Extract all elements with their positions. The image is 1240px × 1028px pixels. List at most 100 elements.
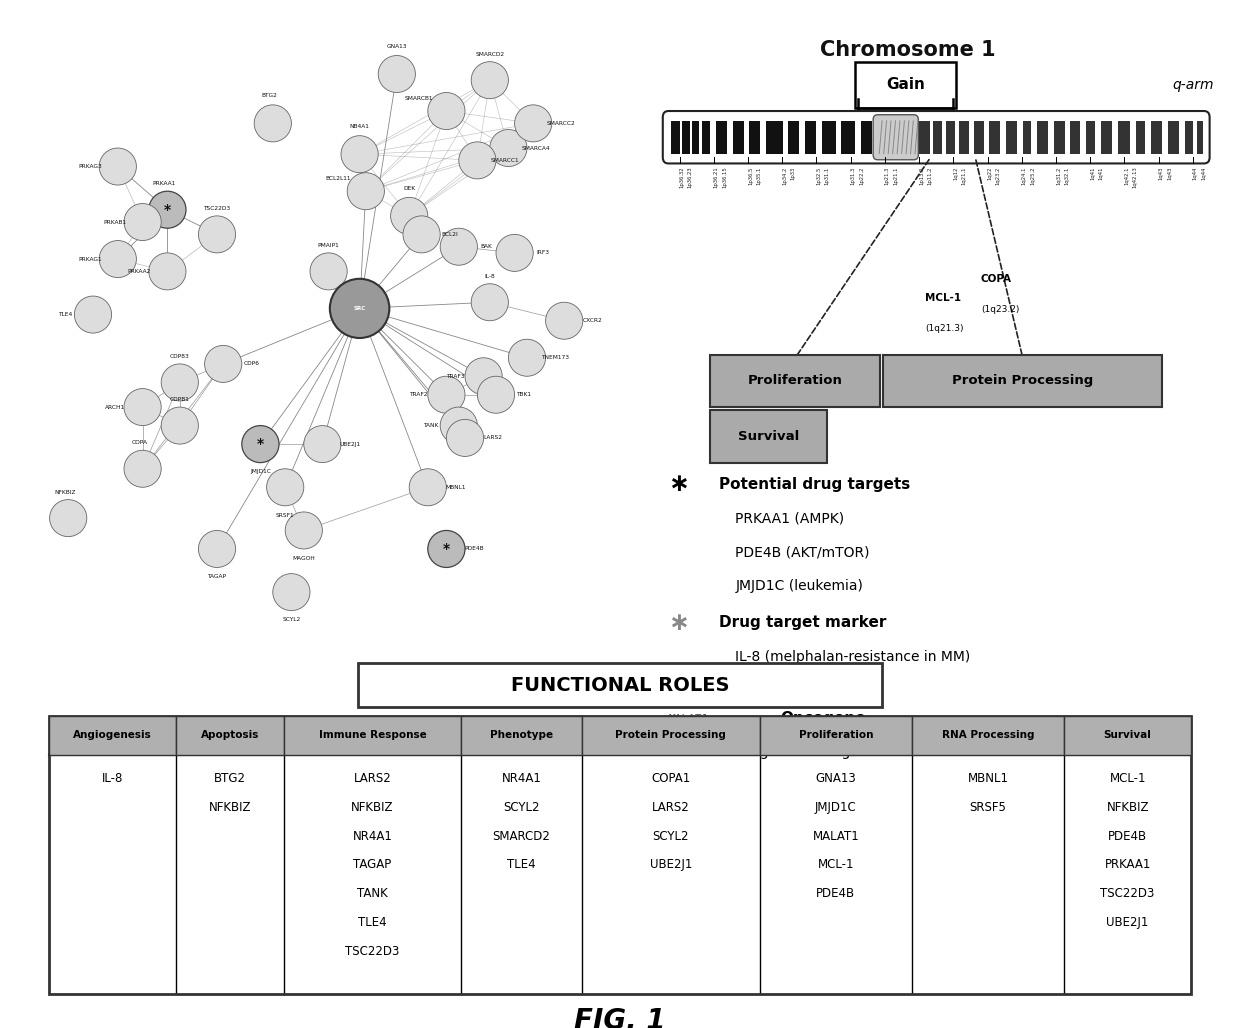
Text: BTG2: BTG2: [213, 772, 246, 784]
Text: 1p35.1: 1p35.1: [756, 167, 761, 185]
Bar: [861, 121, 872, 153]
Text: Immune Response: Immune Response: [319, 730, 427, 740]
Text: (1q21.3): (1q21.3): [925, 324, 963, 333]
Text: 1q44: 1q44: [1202, 167, 1207, 180]
Text: SMARCB1: SMARCB1: [404, 97, 433, 101]
Text: NB4A1: NB4A1: [350, 124, 370, 128]
FancyBboxPatch shape: [711, 355, 880, 407]
Circle shape: [198, 216, 236, 253]
Text: Proliferation: Proliferation: [799, 730, 873, 740]
Text: q-arm: q-arm: [1172, 77, 1214, 91]
Text: 1p31.1: 1p31.1: [825, 167, 830, 185]
Text: TSC22D3: TSC22D3: [1100, 887, 1154, 901]
Bar: [682, 121, 689, 153]
Circle shape: [428, 376, 465, 413]
Text: Drug target marker: Drug target marker: [719, 616, 885, 630]
Text: Potential drug targets: Potential drug targets: [719, 477, 910, 491]
Bar: [1023, 121, 1032, 153]
Circle shape: [378, 56, 415, 93]
Text: NFKBIZ: NFKBIZ: [351, 801, 394, 814]
FancyBboxPatch shape: [358, 663, 883, 707]
Text: MBNL1: MBNL1: [445, 485, 466, 489]
Text: 1q12: 1q12: [954, 167, 959, 180]
Text: CDPB1: CDPB1: [170, 397, 190, 402]
Circle shape: [149, 191, 186, 228]
Text: FIG. 1: FIG. 1: [574, 1006, 666, 1028]
Text: BTG2: BTG2: [262, 94, 278, 98]
Text: 1p36.5: 1p36.5: [748, 167, 753, 185]
Circle shape: [124, 204, 161, 241]
Text: Long non-coding RNA: Long non-coding RNA: [735, 745, 884, 760]
Text: PDE4B: PDE4B: [816, 887, 856, 901]
Text: IL-8: IL-8: [485, 273, 495, 279]
Text: MAGOH: MAGOH: [293, 556, 315, 560]
Circle shape: [515, 105, 552, 142]
Circle shape: [465, 358, 502, 395]
Bar: [582, 715, 760, 755]
Text: 1q25.2: 1q25.2: [1030, 167, 1035, 185]
Text: PMAIP1: PMAIP1: [317, 243, 340, 248]
Text: MCL-1: MCL-1: [1110, 772, 1146, 784]
Circle shape: [391, 197, 428, 234]
Text: UBE2J1: UBE2J1: [650, 858, 692, 872]
Text: Angiogenesis: Angiogenesis: [73, 730, 151, 740]
Text: PRKAA1: PRKAA1: [1105, 858, 1151, 872]
Text: PRKAA2: PRKAA2: [128, 269, 151, 273]
Circle shape: [428, 530, 465, 567]
Text: MCL-1: MCL-1: [925, 293, 961, 303]
Text: TSC22D3: TSC22D3: [203, 206, 231, 211]
Circle shape: [273, 574, 310, 611]
Text: ∗: ∗: [668, 611, 689, 635]
Text: TAGAP: TAGAP: [207, 575, 227, 579]
Bar: [1054, 121, 1065, 153]
Text: *: *: [257, 437, 264, 451]
Text: Chromosome 1: Chromosome 1: [821, 40, 996, 60]
Bar: [1136, 121, 1146, 153]
Bar: [1101, 121, 1112, 153]
Circle shape: [124, 450, 161, 487]
Text: BCL2I: BCL2I: [441, 232, 458, 236]
Circle shape: [124, 389, 161, 426]
Text: 1q42.13: 1q42.13: [1133, 167, 1138, 188]
Bar: [1086, 121, 1095, 153]
Text: 1q21.1: 1q21.1: [962, 167, 967, 185]
Text: TSC22D3: TSC22D3: [345, 945, 399, 958]
Text: TAGAP: TAGAP: [353, 858, 392, 872]
Text: CDP6: CDP6: [243, 362, 259, 366]
Text: 1p36.21: 1p36.21: [714, 167, 719, 188]
Bar: [1064, 715, 1192, 755]
Text: SMARCD2: SMARCD2: [475, 51, 505, 57]
Bar: [920, 121, 930, 153]
Text: 1p34.2: 1p34.2: [782, 167, 787, 185]
Text: TNEM173: TNEM173: [541, 356, 569, 360]
Bar: [733, 121, 744, 153]
Text: CDP83: CDP83: [170, 354, 190, 359]
FancyBboxPatch shape: [883, 355, 1162, 407]
Text: 1p36.15: 1p36.15: [722, 167, 727, 188]
Text: JMJD1C (leukemia): JMJD1C (leukemia): [735, 579, 863, 593]
Bar: [1151, 121, 1162, 153]
Text: 1q24.1: 1q24.1: [1022, 167, 1027, 185]
Circle shape: [477, 376, 515, 413]
Circle shape: [471, 284, 508, 321]
Circle shape: [428, 93, 465, 130]
Text: LARS2: LARS2: [484, 436, 502, 440]
Text: UBE2J1: UBE2J1: [340, 442, 361, 446]
Text: NFKBIZ: NFKBIZ: [55, 489, 76, 494]
Bar: [48, 715, 1192, 994]
Text: SRSF5: SRSF5: [970, 801, 1007, 814]
Text: 1q31.2: 1q31.2: [1056, 167, 1061, 185]
FancyBboxPatch shape: [663, 111, 1209, 163]
Bar: [671, 121, 680, 153]
Text: Oncogene: Oncogene: [780, 711, 866, 726]
Circle shape: [403, 216, 440, 253]
Text: 1q23.2: 1q23.2: [996, 167, 1001, 185]
Bar: [1037, 121, 1048, 153]
Text: PRKAB1: PRKAB1: [103, 220, 126, 224]
Text: SMARCC2: SMARCC2: [547, 121, 575, 125]
Circle shape: [440, 407, 477, 444]
Text: 1p21.3: 1p21.3: [885, 167, 890, 185]
Text: Gain: Gain: [887, 77, 925, 91]
Bar: [766, 121, 782, 153]
Text: COPA1: COPA1: [651, 772, 691, 784]
